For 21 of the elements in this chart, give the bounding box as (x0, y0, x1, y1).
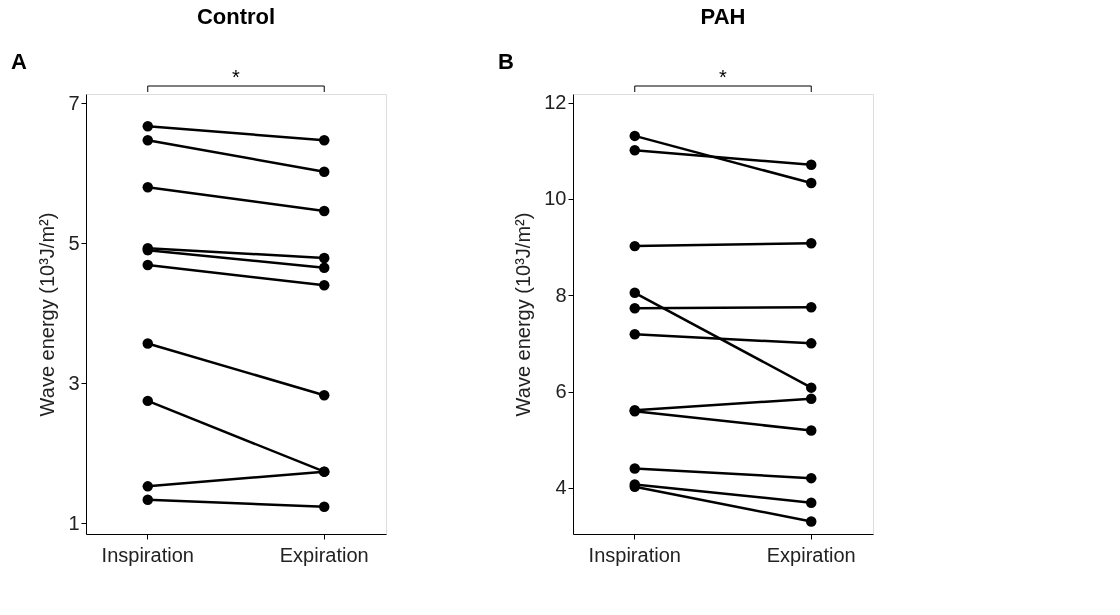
y-tick-label: 10 (544, 187, 567, 210)
y-tick-label: 12 (544, 91, 567, 114)
y-tick-label: 3 (68, 371, 80, 394)
y-axis-title: Wave energy (10³J/m²) (36, 212, 59, 417)
text: B (498, 49, 514, 74)
y-tick-label: 4 (555, 476, 567, 499)
chart-title: Control (196, 4, 276, 29)
text: A (11, 49, 27, 74)
x-tick-label: Inspiration (588, 543, 681, 566)
y-tick-label: 7 (68, 91, 80, 114)
text: * (719, 66, 728, 88)
y-tick-label: 5 (68, 231, 80, 254)
x-tick-label: Expiration (766, 543, 856, 566)
x-tick-label: Expiration (279, 543, 369, 566)
text: * (232, 66, 241, 88)
x-tick-label: Inspiration (101, 543, 194, 566)
y-tick-label: 6 (555, 380, 567, 403)
chart-title: PAH (700, 4, 746, 29)
y-tick-label: 8 (555, 283, 567, 306)
y-tick-label: 1 (68, 511, 80, 534)
y-axis-title: Wave energy (10³J/m²) (512, 212, 535, 417)
